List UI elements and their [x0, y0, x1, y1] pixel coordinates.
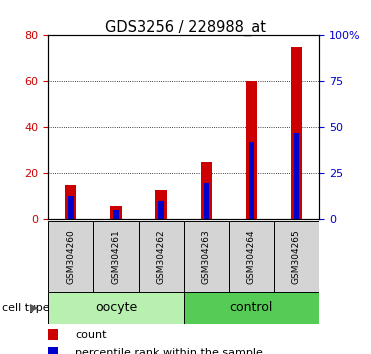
Bar [48, 329, 58, 341]
Bar [155, 189, 167, 219]
Bar [246, 81, 257, 219]
Text: GSM304261: GSM304261 [111, 229, 121, 284]
Bar [48, 347, 58, 354]
Text: GSM304265: GSM304265 [292, 229, 301, 284]
Bar [138, 221, 184, 292]
Bar [110, 206, 122, 219]
Text: percentile rank within the sample: percentile rank within the sample [75, 348, 263, 354]
Text: GDS3256 / 228988_at: GDS3256 / 228988_at [105, 19, 266, 36]
Bar [291, 47, 302, 219]
Text: control: control [230, 302, 273, 314]
Bar [274, 221, 319, 292]
Bar [201, 162, 212, 219]
Bar [204, 183, 209, 219]
Bar [48, 292, 184, 324]
Bar [249, 142, 254, 219]
Text: cell type: cell type [2, 303, 49, 313]
Bar [93, 221, 138, 292]
Text: ▶: ▶ [30, 303, 39, 313]
Bar [294, 133, 299, 219]
Bar [68, 195, 73, 219]
Bar [229, 221, 274, 292]
Bar [113, 210, 119, 219]
Bar [158, 201, 164, 219]
Text: GSM304263: GSM304263 [202, 229, 211, 284]
Text: oocyte: oocyte [95, 302, 137, 314]
Bar [184, 292, 319, 324]
Text: GSM304264: GSM304264 [247, 229, 256, 284]
Bar [48, 221, 93, 292]
Text: GSM304262: GSM304262 [157, 229, 165, 284]
Bar [65, 185, 76, 219]
Text: count: count [75, 330, 107, 339]
Bar [184, 221, 229, 292]
Text: GSM304260: GSM304260 [66, 229, 75, 284]
